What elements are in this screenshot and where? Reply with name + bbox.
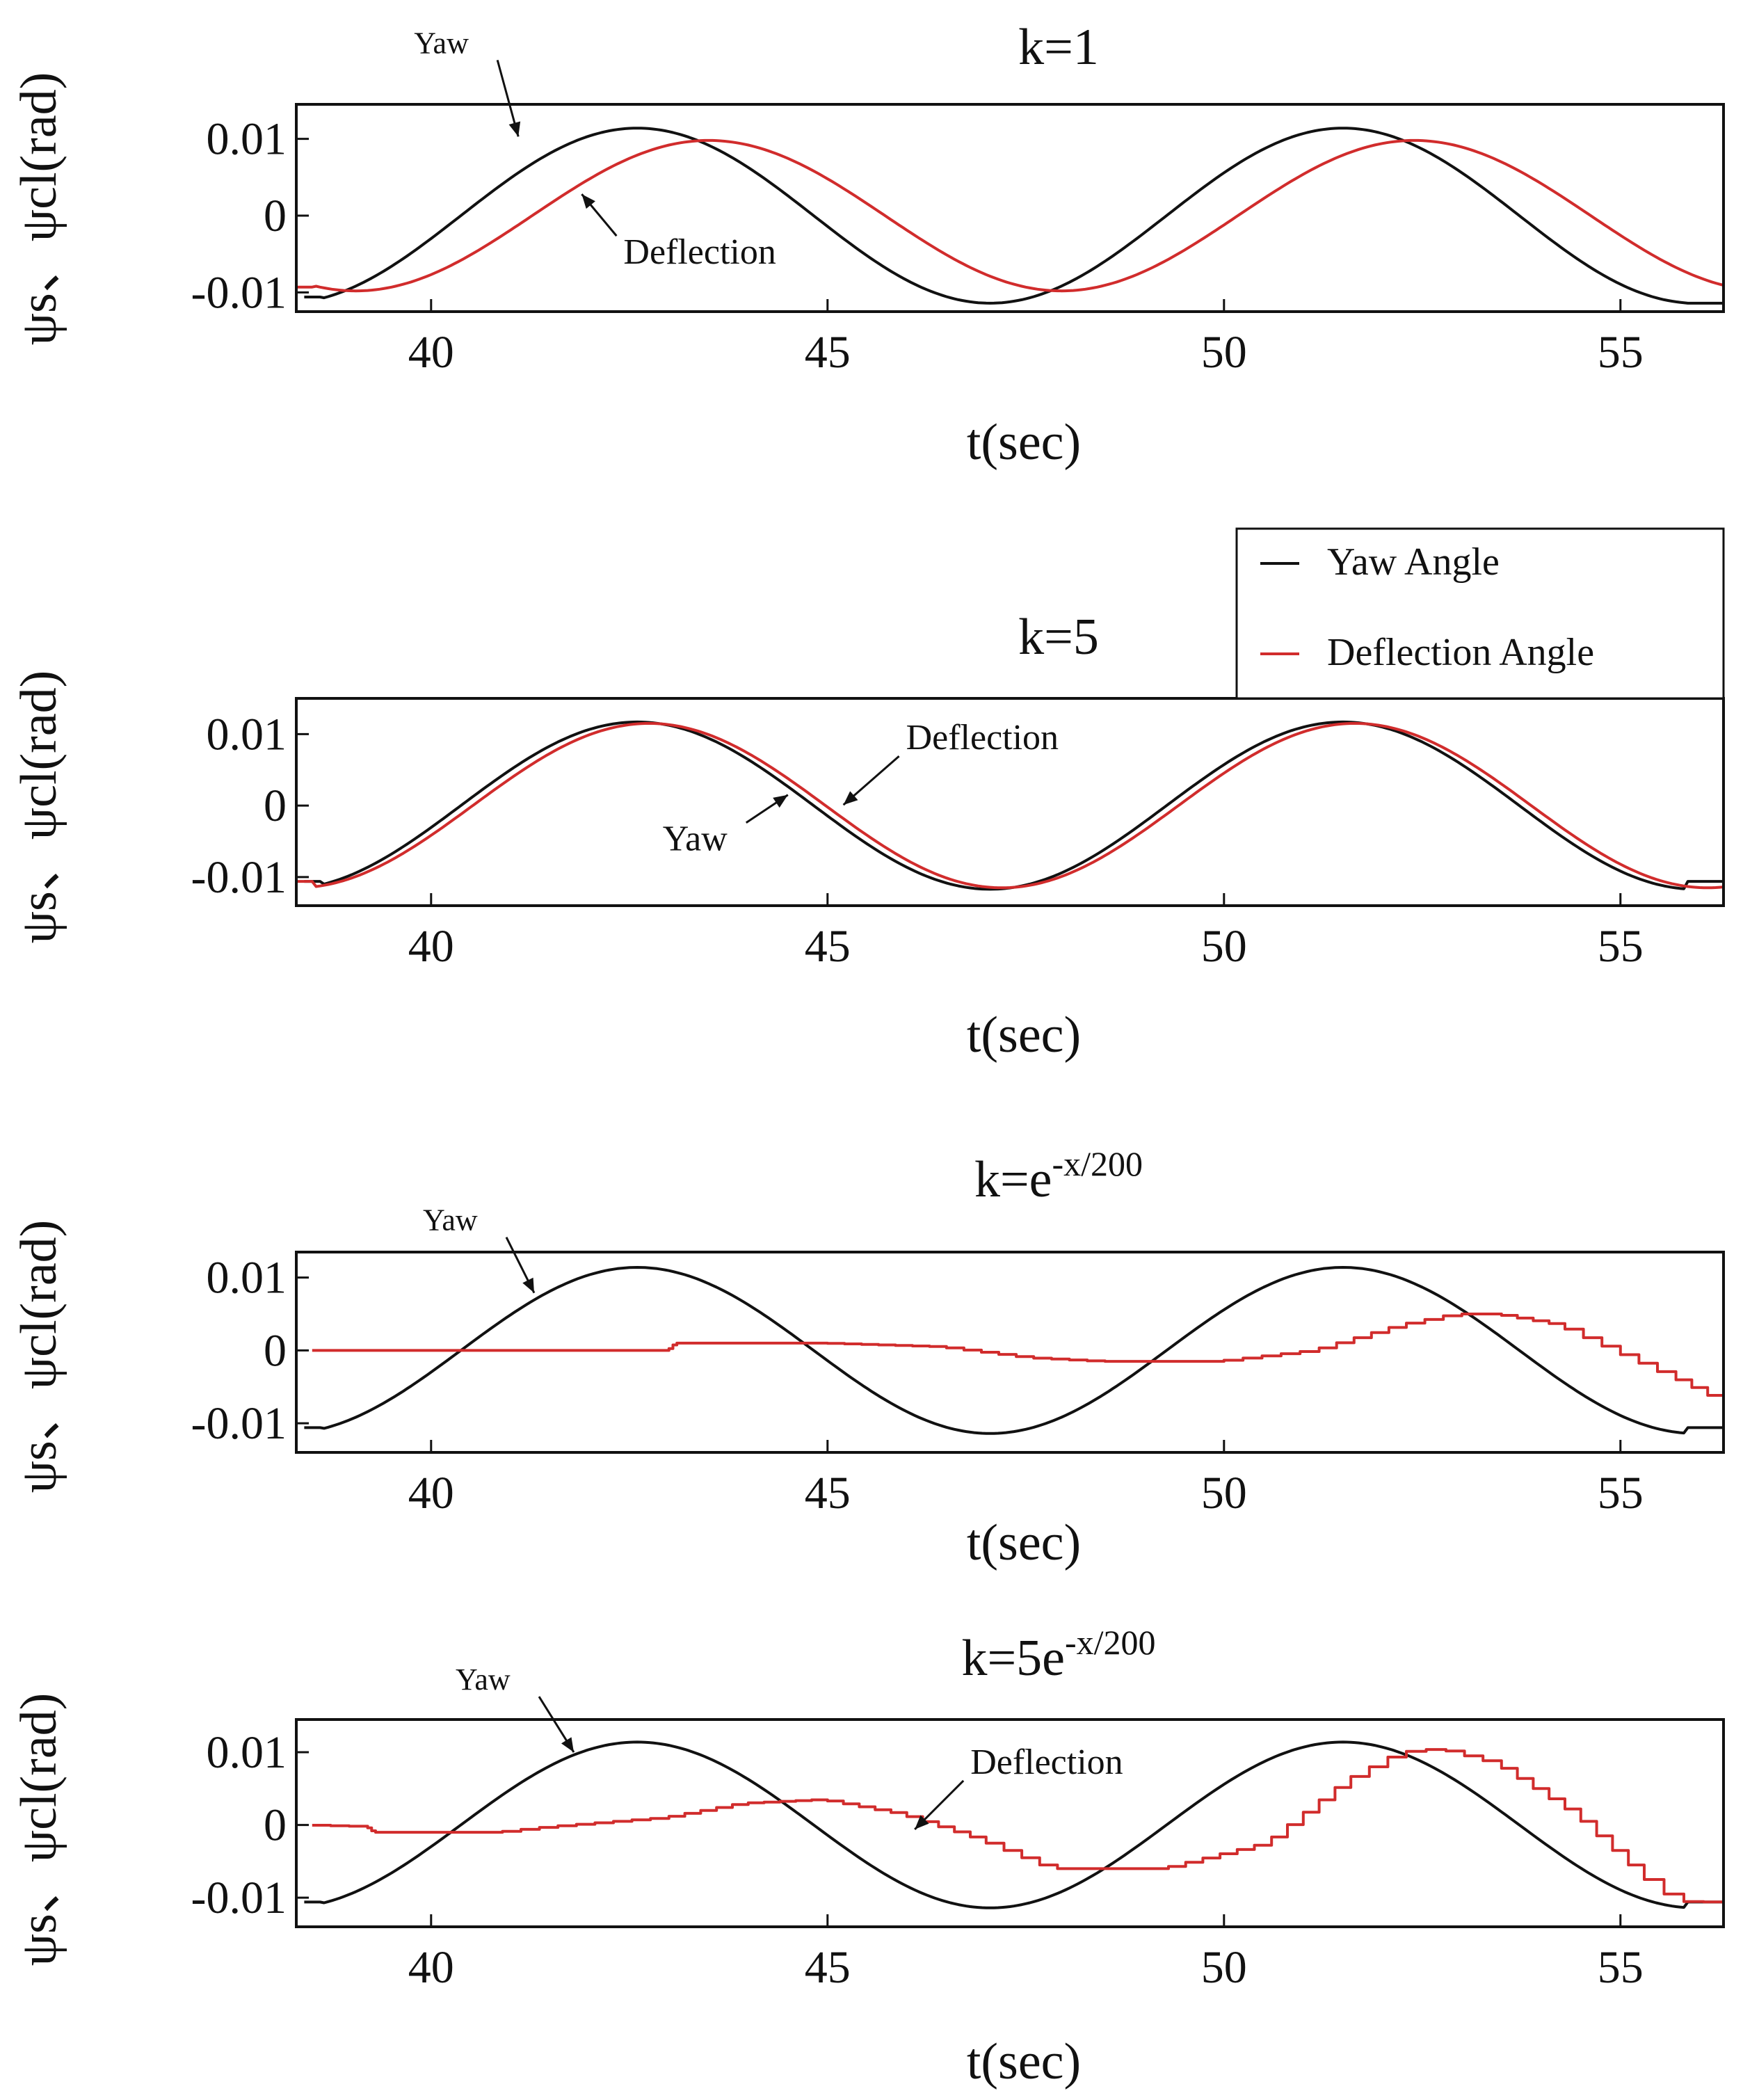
y-axis-label: ψs、ψcl(rad) — [10, 1693, 67, 1966]
chart-title: k=1 — [1018, 19, 1099, 76]
chart-title-superscript: -x/200 — [1052, 1144, 1143, 1183]
legend: Yaw Angle Deflection Angle — [1235, 527, 1725, 700]
yaw-angle-line — [304, 1740, 1724, 1909]
y-tick-label: 0.01 — [207, 709, 287, 760]
annotation-label: Deflection — [970, 1742, 1123, 1782]
deflection-angle-line — [312, 1313, 1724, 1397]
annotation-label: Deflection — [623, 232, 776, 272]
x-tick-label: 40 — [408, 327, 454, 378]
x-tick-label: 55 — [1598, 1942, 1644, 1993]
chart-panel-4: k=5e-x/200 40 45 50 55 0.01 0 -0.01 t(sec) ψs、ψcl… — [10, 1623, 1725, 2090]
annotation-arrowhead — [843, 791, 858, 805]
chart-panel-2: k=5 40 45 50 55 0.01 0 -0.01 t(sec) ψs、ψcl(rad) De… — [10, 609, 1725, 1064]
annotation-arrowhead — [773, 794, 788, 808]
y-tick-label: -0.01 — [191, 852, 287, 903]
x-tick-label: 45 — [805, 327, 851, 378]
y-tick-label: 0 — [264, 191, 287, 241]
x-tick-label: 40 — [408, 1942, 454, 1993]
x-tick-label: 55 — [1598, 327, 1644, 378]
deflection-angle-line — [312, 1748, 1724, 1904]
chart-title: k=e-x/200 — [974, 1144, 1143, 1208]
x-tick-label: 50 — [1201, 921, 1247, 972]
y-tick-label: -0.01 — [191, 267, 287, 318]
chart-title-main: k=1 — [1018, 19, 1099, 76]
annotation-arrowhead — [561, 1737, 574, 1753]
chart-panel-3: k=e-x/200 40 45 50 55 0.01 0 -0.01 t(sec) ψs、ψcl(… — [10, 1144, 1725, 1571]
chart-panel-1: k=1 40 45 50 55 0.01 0 -0.01 t(sec) ψs、ψcl(rad) Ya… — [10, 19, 1725, 471]
plot-frame — [295, 103, 1725, 313]
plot-frame — [295, 1251, 1725, 1454]
x-tick-label: 50 — [1201, 1942, 1247, 1993]
annotation-label: Yaw — [423, 1203, 478, 1237]
x-tick-label: 50 — [1201, 327, 1247, 378]
yaw-angle-line — [304, 1266, 1724, 1435]
annotation-arrowhead — [522, 1277, 534, 1293]
y-tick-label: 0.01 — [207, 114, 287, 165]
y-tick-label: 0.01 — [207, 1727, 287, 1778]
yaw-angle-line — [304, 127, 1724, 305]
y-axis-label: ψs、ψcl(rad) — [10, 1220, 67, 1493]
x-tick-label: 40 — [408, 1468, 454, 1518]
x-axis-label: t(sec) — [967, 414, 1081, 471]
x-tick-label: 45 — [805, 1468, 851, 1518]
chart-title: k=5e-x/200 — [961, 1623, 1155, 1687]
x-tick-label: 50 — [1201, 1468, 1247, 1518]
y-axis-label: ψs、ψcl(rad) — [10, 72, 67, 346]
chart-title-superscript: -x/200 — [1065, 1623, 1156, 1662]
annotation-label: Yaw — [456, 1662, 511, 1697]
annotation-arrowhead — [581, 194, 595, 209]
y-tick-label: 0 — [264, 780, 287, 831]
chart-title: k=5 — [1018, 609, 1099, 666]
plot-frame — [295, 697, 1725, 907]
annotation-label: Yaw — [663, 819, 728, 859]
chart-title-main: k=5e — [961, 1630, 1065, 1687]
legend-label-deflection: Deflection Angle — [1327, 631, 1594, 674]
x-tick-label: 55 — [1598, 921, 1644, 972]
chart-title-main: k=e — [974, 1151, 1052, 1208]
x-axis-label: t(sec) — [967, 2033, 1081, 2090]
x-axis-label: t(sec) — [967, 1514, 1081, 1571]
x-tick-label: 55 — [1598, 1468, 1644, 1518]
y-tick-label: -0.01 — [191, 1398, 287, 1449]
x-tick-label: 45 — [805, 921, 851, 972]
annotation-arrowhead — [508, 121, 521, 137]
y-tick-label: 0 — [264, 1325, 287, 1376]
y-axis-label: ψs、ψcl(rad) — [10, 671, 67, 944]
x-tick-label: 45 — [805, 1942, 851, 1993]
y-tick-label: 0.01 — [207, 1253, 287, 1304]
annotation-arrowhead — [915, 1815, 929, 1829]
chart-title-main: k=5 — [1018, 609, 1099, 666]
x-tick-label: 40 — [408, 921, 454, 972]
y-tick-label: 0 — [264, 1800, 287, 1851]
legend-box — [1235, 527, 1725, 700]
annotation-label: Deflection — [906, 718, 1059, 758]
plot-frame — [295, 1718, 1725, 1928]
y-tick-label: -0.01 — [191, 1873, 287, 1923]
deflection-angle-line — [296, 722, 1724, 890]
legend-label-yaw: Yaw Angle — [1327, 540, 1500, 584]
x-axis-label: t(sec) — [967, 1007, 1081, 1064]
deflection-angle-line — [296, 138, 1724, 293]
annotation-label: Yaw — [414, 26, 469, 60]
